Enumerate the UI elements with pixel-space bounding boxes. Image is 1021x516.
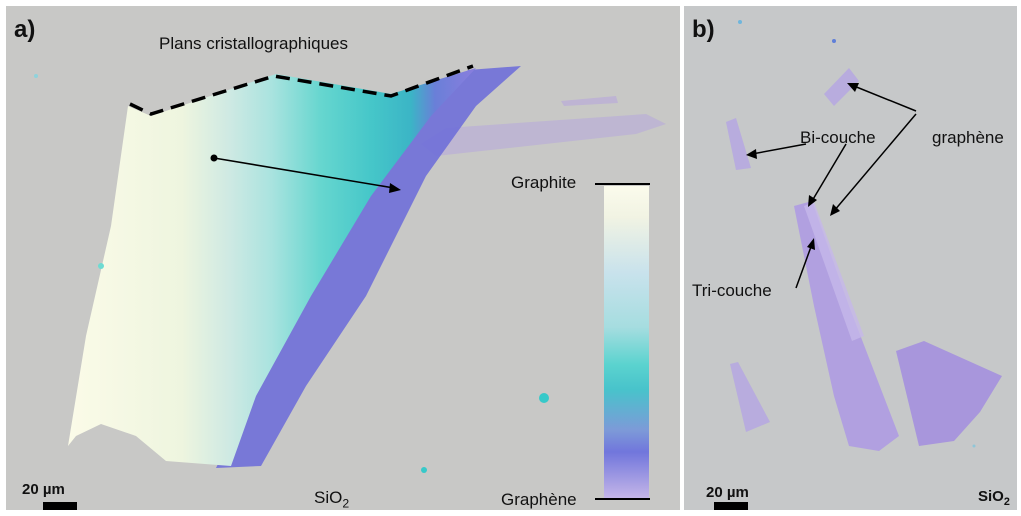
- colorbar-bottom-tick: [595, 498, 650, 500]
- thickness-colorbar: [604, 186, 649, 499]
- panel-b-scale-bar: [714, 502, 748, 510]
- panel-a-substrate-label: SiO2: [314, 488, 350, 510]
- panel-a-image: [34, 64, 666, 473]
- colorbar-top-label: Graphite: [511, 173, 577, 192]
- colorbar-top-tick: [595, 183, 650, 185]
- colorbar-bottom-label: Graphène: [501, 490, 577, 509]
- panel-b-image: [726, 20, 1002, 451]
- graphene-label: graphène: [932, 128, 1004, 147]
- crystal-planes-label: Plans cristallographiques: [159, 34, 348, 53]
- panel-a-scale-bar: [43, 502, 77, 510]
- panel-b-scale-text: 20 µm: [706, 484, 749, 501]
- panel-b-label: b): [692, 16, 715, 43]
- panel-a-scale-text: 20 µm: [22, 481, 65, 498]
- trilayer-label: Tri-couche: [692, 281, 772, 300]
- panel-b-substrate-label: SiO2: [978, 488, 1010, 508]
- panel-a-micrograph: a) Plans cristallographiques Graphite Gr…: [6, 6, 680, 510]
- panel-a-label: a): [14, 16, 36, 43]
- panel-b-micrograph: b) Bi-couche graphène Tri-couche 20 µm S…: [684, 6, 1017, 510]
- bilayer-label: Bi-couche: [800, 128, 876, 147]
